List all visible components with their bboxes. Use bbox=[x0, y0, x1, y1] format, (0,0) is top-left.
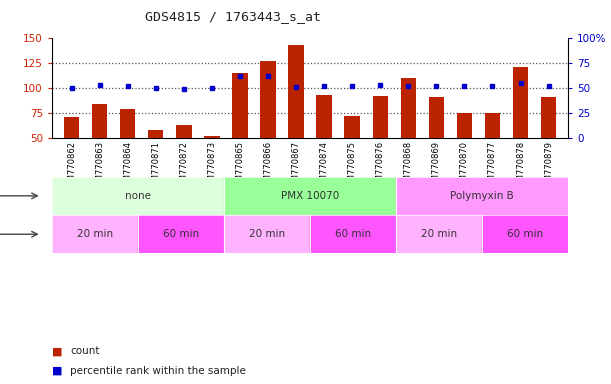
Bar bbox=[52, 177, 224, 215]
Text: 60 min: 60 min bbox=[163, 229, 199, 239]
Bar bbox=[316, 95, 332, 188]
Text: percentile rank within the sample: percentile rank within the sample bbox=[70, 366, 246, 376]
Bar bbox=[52, 215, 138, 253]
Bar bbox=[541, 97, 556, 188]
Bar bbox=[345, 116, 360, 188]
Bar bbox=[482, 215, 568, 253]
Bar bbox=[401, 78, 416, 188]
Bar bbox=[64, 117, 79, 188]
Bar bbox=[396, 177, 568, 215]
Bar bbox=[120, 109, 136, 188]
Text: count: count bbox=[70, 346, 100, 356]
Text: 20 min: 20 min bbox=[421, 229, 457, 239]
Bar bbox=[138, 215, 224, 253]
Text: 20 min: 20 min bbox=[249, 229, 285, 239]
Bar bbox=[310, 215, 396, 253]
Bar bbox=[224, 177, 396, 215]
Bar bbox=[456, 113, 472, 188]
Bar bbox=[373, 96, 388, 188]
Text: ■: ■ bbox=[52, 366, 62, 376]
Bar bbox=[485, 113, 500, 188]
Text: GDS4815 / 1763443_s_at: GDS4815 / 1763443_s_at bbox=[145, 10, 321, 23]
Bar bbox=[224, 215, 310, 253]
Text: 20 min: 20 min bbox=[77, 229, 113, 239]
Bar bbox=[429, 97, 444, 188]
Text: 60 min: 60 min bbox=[335, 229, 371, 239]
Bar bbox=[513, 67, 529, 188]
Text: none: none bbox=[125, 191, 151, 201]
Bar bbox=[176, 125, 191, 188]
Bar bbox=[288, 45, 304, 188]
Bar bbox=[204, 136, 219, 188]
Bar bbox=[92, 104, 108, 188]
Bar bbox=[396, 215, 482, 253]
Text: PMX 10070: PMX 10070 bbox=[281, 191, 339, 201]
Text: Polymyxin B: Polymyxin B bbox=[450, 191, 514, 201]
Text: 60 min: 60 min bbox=[507, 229, 543, 239]
Text: ■: ■ bbox=[52, 346, 62, 356]
Bar bbox=[148, 130, 164, 188]
Bar bbox=[232, 73, 247, 188]
Bar bbox=[260, 61, 276, 188]
